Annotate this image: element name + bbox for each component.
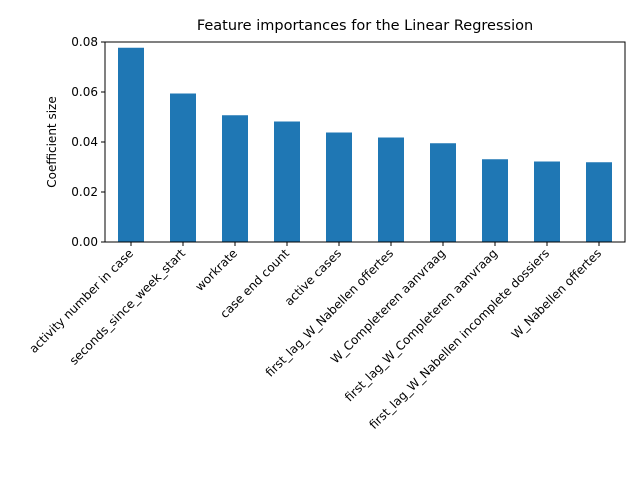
- x-tick-label: W_Nabellen offertes: [509, 246, 604, 341]
- y-tick-label: 0.06: [71, 85, 98, 99]
- y-tick-label: 0.08: [71, 35, 98, 49]
- bar: [586, 162, 612, 242]
- y-tick-label: 0.00: [71, 235, 98, 249]
- bar: [222, 115, 248, 242]
- bar: [430, 143, 456, 242]
- chart-title: Feature importances for the Linear Regre…: [197, 18, 533, 34]
- x-tick-label: first_lag_W_Nabellen incomplete dossiers: [366, 246, 552, 432]
- bar: [482, 159, 508, 242]
- y-tick-label: 0.04: [71, 135, 98, 149]
- bar: [534, 161, 560, 242]
- y-axis-label: Coefficient size: [45, 96, 59, 187]
- bar: [170, 93, 196, 242]
- y-tick-label: 0.02: [71, 185, 98, 199]
- y-axis: 0.00 0.02 0.04 0.06 0.08: [71, 35, 105, 249]
- bar: [326, 132, 352, 242]
- x-tick-label: workrate: [192, 246, 240, 294]
- x-tick-label: activity number in case: [26, 246, 136, 356]
- bars-group: [118, 47, 612, 242]
- plot-frame: [104, 41, 626, 243]
- bar: [378, 137, 404, 242]
- bar: [274, 121, 300, 242]
- x-axis: activity number in caseseconds_since_wee…: [26, 242, 604, 432]
- bar: [118, 47, 144, 242]
